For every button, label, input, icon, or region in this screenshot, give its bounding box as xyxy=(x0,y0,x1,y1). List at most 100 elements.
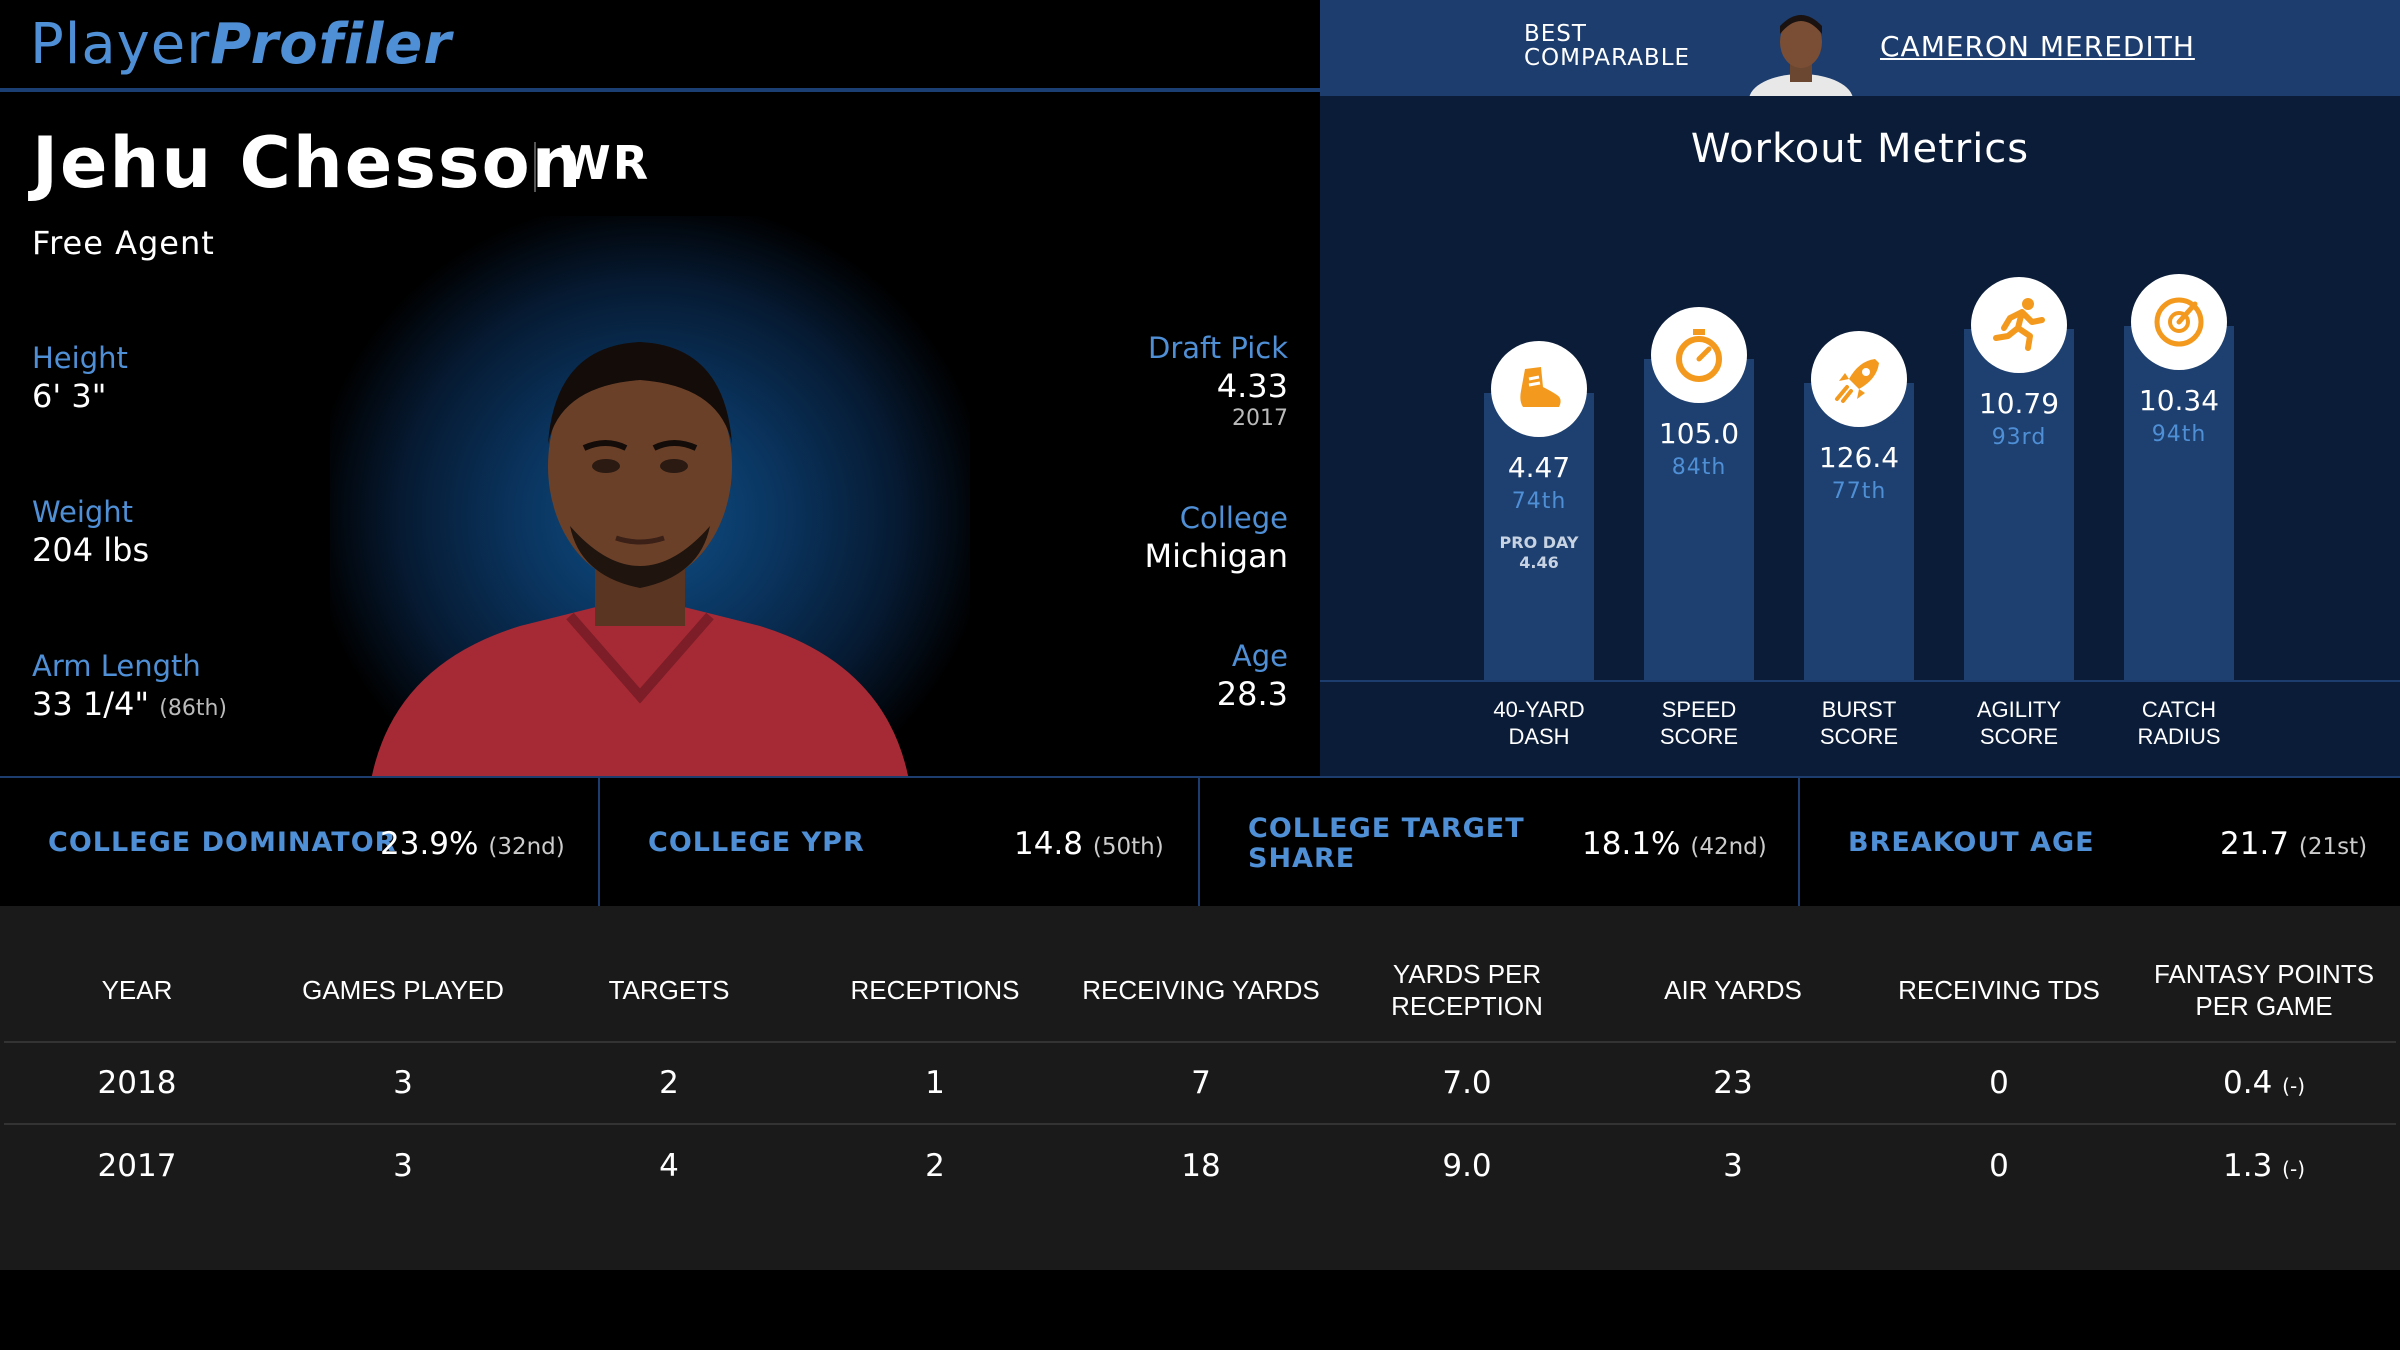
weight-label: Weight xyxy=(32,495,134,529)
draft-pick-stat: Draft Pick 4.33 2017 xyxy=(1148,330,1288,431)
comparable-avatar xyxy=(1740,4,1862,96)
player-position: WR xyxy=(560,136,651,190)
breakout-age-label: BREAKOUT AGE xyxy=(1848,827,2095,858)
best-label-line1: BEST xyxy=(1524,21,1587,47)
height-value: 6' 3" xyxy=(32,377,107,415)
logo-part-1: Player xyxy=(30,12,211,77)
player-profile-panel: Jehu Chesson WR Free Agent Height 6' 3" … xyxy=(0,96,1320,776)
col-receptions[interactable]: RECEPTIONS xyxy=(802,938,1068,1043)
season-stats-table: YEAR GAMES PLAYED TARGETS RECEPTIONS REC… xyxy=(4,938,2396,1206)
college-ypr-label: COLLEGE YPR xyxy=(648,827,865,858)
workout-percentile: 93rd xyxy=(1991,425,2047,450)
age-value: 28.3 xyxy=(1216,675,1288,713)
age-stat: Age 28.3 xyxy=(1217,638,1288,714)
arm-length-number: 33 1/4" xyxy=(32,685,150,723)
college-stats-strip: COLLEGE DOMINATOR 23.9% (32nd) COLLEGE Y… xyxy=(0,776,2400,908)
workout-metrics-panel: Workout Metrics 4.47 74th PRO DAY 4.46 40-YA… xyxy=(1320,96,2400,776)
col-yards-per-reception[interactable]: YARDS PER RECEPTION xyxy=(1334,938,1600,1043)
workout-value: 105.0 xyxy=(1658,417,1740,450)
height-label: Height xyxy=(32,341,128,375)
logo-part-2: Profiler xyxy=(210,12,453,77)
cell-yards-per-reception: 7.0 xyxy=(1334,1042,1600,1125)
breakout-age-percentile: (21st) xyxy=(2298,834,2368,860)
college-dominator-stat: COLLEGE DOMINATOR 23.9% (32nd) xyxy=(0,778,600,908)
workout-value: 4.47 xyxy=(1507,451,1571,484)
player-name: Jehu Chesson xyxy=(32,122,584,204)
cell-receptions: 2 xyxy=(925,1147,945,1184)
workout-label-catch-radius: CATCH RADIUS xyxy=(2099,696,2259,750)
college-dominator-label: COLLEGE DOMINATOR xyxy=(48,827,397,858)
college-target-share-percentile: (42nd) xyxy=(1690,834,1767,860)
weight-stat: Weight 204 lbs xyxy=(32,494,149,570)
workout-label-line2: SCORE xyxy=(1819,724,1899,749)
cell-air-yards: 23 xyxy=(1600,1042,1866,1125)
player-photo xyxy=(370,326,910,776)
col-year[interactable]: YEAR xyxy=(4,938,270,1043)
college-ypr-stat: COLLEGE YPR 14.8 (50th) xyxy=(600,778,1200,908)
cell-yards-per-reception: 9.0 xyxy=(1442,1147,1492,1184)
workout-label-line2: SCORE xyxy=(1979,724,2059,749)
col-games-played[interactable]: GAMES PLAYED xyxy=(270,938,536,1043)
comparable-player-link[interactable]: CAMERON MEREDITH xyxy=(1880,30,2195,63)
workout-label-line1: 40-YARD xyxy=(1493,697,1585,722)
workout-label-line2: DASH xyxy=(1508,724,1570,749)
workout-bar-catch-radius: 10.34 94th xyxy=(2124,274,2234,680)
cell-fantasy-points-per-game: 0.4 (-) xyxy=(2132,1042,2396,1125)
cell-year: 2017 xyxy=(97,1147,177,1184)
pro-day-label: PRO DAY xyxy=(1499,533,1579,552)
cell-targets: 4 xyxy=(659,1147,679,1184)
runner-icon xyxy=(1971,277,2067,373)
best-comparable-label: BEST COMPARABLE xyxy=(1524,22,1690,70)
workout-bar-burst-score: 126.4 77th xyxy=(1804,331,1914,680)
cell-games-played: 3 xyxy=(270,1042,536,1125)
fp-rank: (-) xyxy=(2282,1156,2305,1181)
col-targets[interactable]: TARGETS xyxy=(536,938,802,1043)
workout-metrics-title: Workout Metrics xyxy=(1690,126,2030,172)
college-label: College xyxy=(1179,501,1288,535)
col-receiving-yards[interactable]: RECEIVING YARDS xyxy=(1068,938,1334,1043)
college-target-share-number: 18.1% xyxy=(1582,826,1681,862)
best-label-line2: COMPARABLE xyxy=(1524,45,1691,71)
college-dominator-value: 23.9% (32nd) xyxy=(380,826,565,862)
header-bar: PlayerProfiler xyxy=(0,0,1320,92)
age-label: Age xyxy=(1231,639,1288,673)
workout-percentile: 84th xyxy=(1671,455,1727,480)
college-dominator-number: 23.9% xyxy=(380,826,479,862)
workout-bar-forty-yard-dash: 4.47 74th PRO DAY 4.46 xyxy=(1484,341,1594,680)
college-dominator-percentile: (32nd) xyxy=(488,834,565,860)
college-target-share-value: 18.1% (42nd) xyxy=(1582,826,1767,862)
col-air-yards[interactable]: AIR YARDS xyxy=(1600,938,1866,1043)
cell-receiving-tds: 0 xyxy=(1989,1147,2009,1184)
target-icon xyxy=(2131,274,2227,370)
college-target-share-stat: COLLEGE TARGET SHARE 18.1% (42nd) xyxy=(1200,778,1800,908)
workout-value: 126.4 xyxy=(1818,441,1900,474)
arm-length-percentile: (86th) xyxy=(159,696,228,721)
workout-label-line1: BURST xyxy=(1821,697,1897,722)
workout-label-line2: SCORE xyxy=(1659,724,1739,749)
col-fantasy-points-per-game[interactable]: FANTASY POINTS PER GAME xyxy=(2132,938,2396,1043)
workout-percentile: 77th xyxy=(1831,479,1887,504)
cell-targets: 2 xyxy=(536,1042,802,1125)
college-target-share-label: COLLEGE TARGET SHARE xyxy=(1248,814,1525,874)
workout-bar-agility-score: 10.79 93rd xyxy=(1964,277,2074,680)
draft-pick-value: 4.33 xyxy=(1216,367,1288,405)
table-header-row: YEAR GAMES PLAYED TARGETS RECEPTIONS REC… xyxy=(4,938,2396,1043)
workout-label-agility-score: AGILITY SCORE xyxy=(1939,696,2099,750)
pro-day-value: 4.46 xyxy=(1519,553,1559,572)
workout-label-speed-score: SPEED SCORE xyxy=(1619,696,1779,750)
site-logo[interactable]: PlayerProfiler xyxy=(30,12,452,78)
fp-value: 0.4 xyxy=(2223,1065,2273,1101)
cell-air-yards: 3 xyxy=(1723,1147,1743,1184)
college-target-share-label-line1: COLLEGE TARGET xyxy=(1248,813,1525,844)
col-receiving-tds[interactable]: RECEIVING TDS xyxy=(1866,938,2132,1043)
college-stat: College Michigan xyxy=(1145,500,1288,576)
fp-value: 1.3 xyxy=(2223,1147,2273,1184)
workout-label-line1: CATCH xyxy=(2141,697,2217,722)
arm-length-label: Arm Length xyxy=(32,649,201,683)
height-stat: Height 6' 3" xyxy=(32,340,128,416)
college-ypr-percentile: (50th) xyxy=(1092,834,1164,860)
fp-rank: (-) xyxy=(2282,1074,2305,1098)
cell-receiving-yards: 7 xyxy=(1068,1042,1334,1125)
cell-receiving-tds: 0 xyxy=(1866,1042,2132,1125)
weight-value: 204 lbs xyxy=(32,531,150,569)
